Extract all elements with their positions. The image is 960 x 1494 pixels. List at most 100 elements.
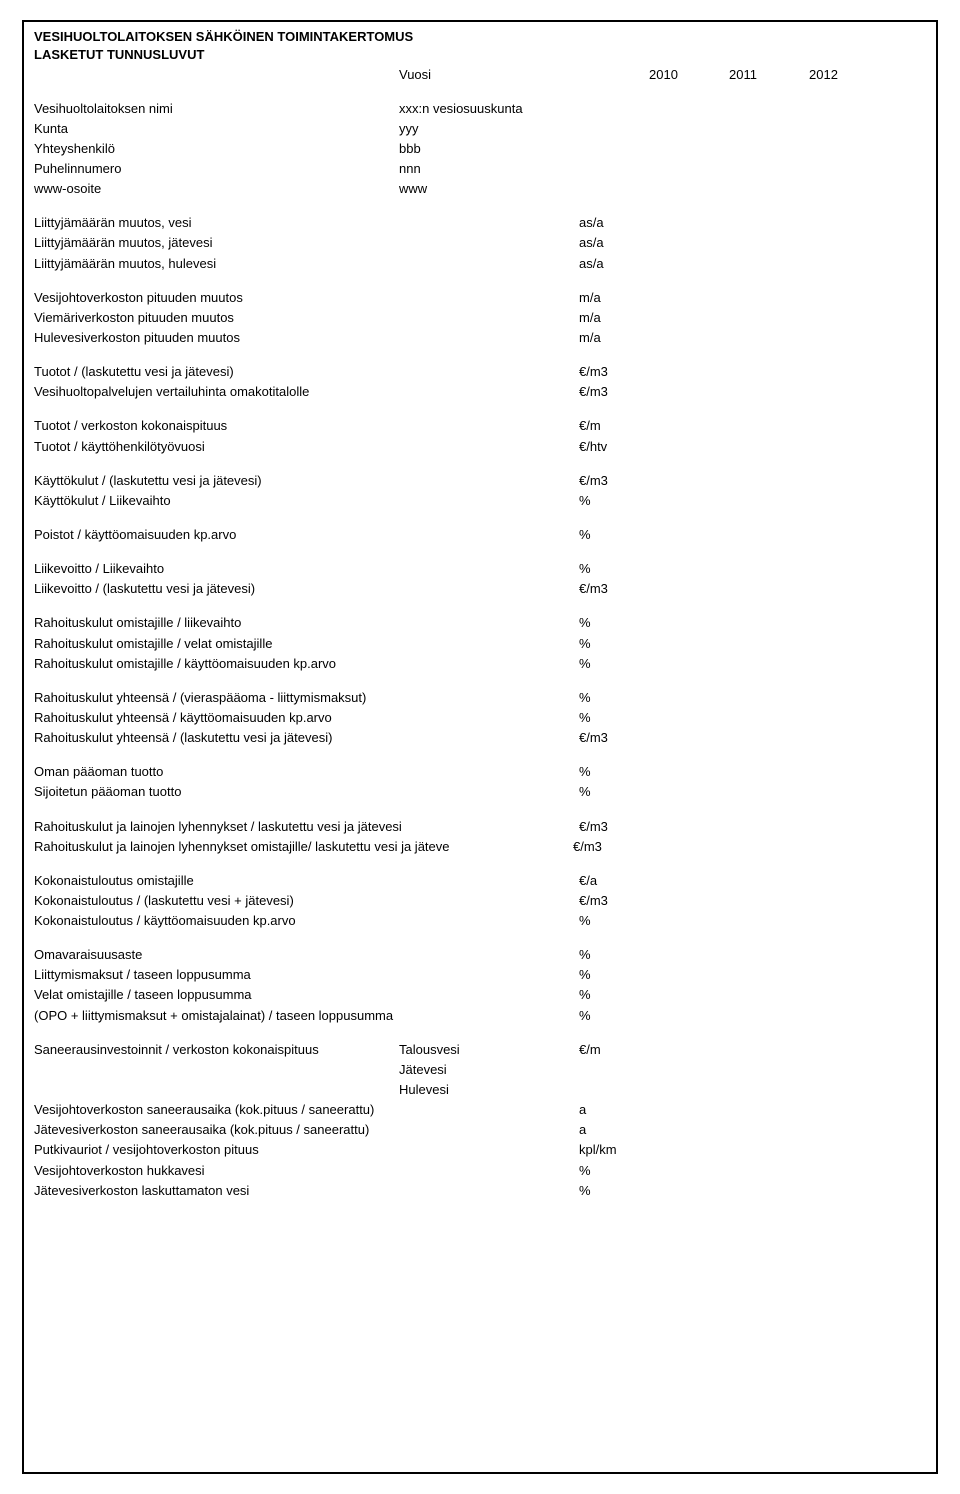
metric-unit: % <box>579 613 649 633</box>
group-gap <box>34 511 926 525</box>
title-line2: LASKETUT TUNNUSLUVUT <box>34 46 926 64</box>
tail-row: Vesijohtoverkoston saneerausaika (kok.pi… <box>34 1100 926 1120</box>
metric-unit: €/m3 <box>579 382 649 402</box>
group-gap <box>34 857 926 871</box>
year-label: Vuosi <box>399 66 579 84</box>
metric-row: Liittymismaksut / taseen loppusumma% <box>34 965 926 985</box>
col-year-2010: 2010 <box>649 66 729 84</box>
metric-row: Tuotot / (laskutettu vesi ja jätevesi)€/… <box>34 362 926 382</box>
metric-unit: as/a <box>579 254 649 274</box>
saneeraus-sub-talousvesi: Talousvesi <box>399 1040 579 1060</box>
tail-label: Putkivauriot / vesijohtoverkoston pituus <box>34 1140 579 1160</box>
metric-row: Omavaraisuusaste% <box>34 945 926 965</box>
tail-unit: a <box>579 1120 649 1140</box>
metric-unit: % <box>579 762 649 782</box>
metric-row: Liikevoitto / (laskutettu vesi ja jäteve… <box>34 579 926 599</box>
group-gap <box>34 748 926 762</box>
metric-label: (OPO + liittymismaksut + omistajalainat)… <box>34 1006 399 1026</box>
tail-label: Vesijohtoverkoston hukkavesi <box>34 1161 579 1181</box>
metric-label: Rahoituskulut yhteensä / (laskutettu ves… <box>34 728 399 748</box>
group-gap <box>34 803 926 817</box>
metric-unit: €/m3 <box>579 728 649 748</box>
group-gap <box>34 1026 926 1040</box>
info-label: www-osoite <box>34 179 399 199</box>
info-value: yyy <box>399 119 579 139</box>
metric-label: Käyttökulut / Liikevaihto <box>34 491 399 511</box>
info-block: Vesihuoltolaitoksen nimixxx:n vesiosuusk… <box>34 99 926 200</box>
tail-unit: a <box>579 1100 649 1120</box>
tail-block: Vesijohtoverkoston saneerausaika (kok.pi… <box>34 1100 926 1201</box>
col-year-2012: 2012 <box>809 66 889 84</box>
tail-label: Jätevesiverkoston saneerausaika (kok.pit… <box>34 1120 579 1140</box>
group-gap <box>34 199 926 213</box>
metric-row: Rahoituskulut omistajille / velat omista… <box>34 634 926 654</box>
metric-label: Käyttökulut / (laskutettu vesi ja jäteve… <box>34 471 399 491</box>
metric-row: Poistot / käyttöomaisuuden kp.arvo% <box>34 525 926 545</box>
metric-row: Liittyjämäärän muutos, jätevesias/a <box>34 233 926 253</box>
info-row: Kuntayyy <box>34 119 926 139</box>
metric-label: Hulevesiverkoston pituuden muutos <box>34 328 399 348</box>
info-label: Kunta <box>34 119 399 139</box>
metric-label: Liittyjämäärän muutos, jätevesi <box>34 233 399 253</box>
page: VESIHUOLTOLAITOKSEN SÄHKÖINEN TOIMINTAKE… <box>0 0 960 1494</box>
tail-unit: % <box>579 1181 649 1201</box>
group-gap <box>34 674 926 688</box>
metric-label: Rahoituskulut omistajille / käyttöomaisu… <box>34 654 399 674</box>
metric-unit: % <box>579 491 649 511</box>
metric-row: Rahoituskulut omistajille / liikevaihto% <box>34 613 926 633</box>
metric-label: Rahoituskulut ja lainojen lyhennykset / … <box>34 817 579 837</box>
tail-row: Putkivauriot / vesijohtoverkoston pituus… <box>34 1140 926 1160</box>
metrics-block: Liittyjämäärän muutos, vesias/aLiittyjäm… <box>34 199 926 1040</box>
metric-row: Liikevoitto / Liikevaihto% <box>34 559 926 579</box>
metric-row: Rahoituskulut omistajille / käyttöomaisu… <box>34 654 926 674</box>
info-value: nnn <box>399 159 579 179</box>
group-gap <box>34 274 926 288</box>
metric-unit: % <box>579 782 649 802</box>
saneeraus-sub-row-jatevesi: Jätevesi <box>34 1060 926 1080</box>
metric-unit: % <box>579 911 649 931</box>
metric-row: Rahoituskulut yhteensä / (laskutettu ves… <box>34 728 926 748</box>
metric-unit: % <box>579 945 649 965</box>
metric-row: Viemäriverkoston pituuden muutosm/a <box>34 308 926 328</box>
group-gap <box>34 457 926 471</box>
metric-row: Kokonaistuloutus / käyttöomaisuuden kp.a… <box>34 911 926 931</box>
metric-label: Tuotot / (laskutettu vesi ja jätevesi) <box>34 362 399 382</box>
metric-label: Liikevoitto / Liikevaihto <box>34 559 399 579</box>
metric-row: Liittyjämäärän muutos, vesi as/a <box>34 213 926 233</box>
metric-unit: % <box>579 654 649 674</box>
group-gap <box>34 931 926 945</box>
metric-unit: % <box>579 965 649 985</box>
metric-unit: €/m3 <box>579 817 649 837</box>
metric-label: Liittymismaksut / taseen loppusumma <box>34 965 399 985</box>
metric-unit: as/a <box>579 213 649 233</box>
info-value: www <box>399 179 579 199</box>
metric-row: Hulevesiverkoston pituuden muutos m/a <box>34 328 926 348</box>
metric-label: Kokonaistuloutus omistajille <box>34 871 399 891</box>
metric-unit: % <box>579 708 649 728</box>
metric-unit: % <box>579 634 649 654</box>
metric-label: Velat omistajille / taseen loppusumma <box>34 985 399 1005</box>
metric-unit: % <box>579 559 649 579</box>
metric-unit: m/a <box>579 328 649 348</box>
tail-row: Jätevesiverkoston laskuttamaton vesi% <box>34 1181 926 1201</box>
metric-label: Rahoituskulut ja lainojen lyhennykset om… <box>34 837 579 857</box>
metric-row: Sijoitetun pääoman tuotto% <box>34 782 926 802</box>
saneeraus-row: Saneerausinvestoinnit / verkoston kokona… <box>34 1040 926 1060</box>
metric-label: Tuotot / verkoston kokonaispituus <box>34 416 399 436</box>
metric-row: Kokonaistuloutus / (laskutettu vesi + jä… <box>34 891 926 911</box>
metric-row: Rahoituskulut yhteensä / (vieraspääoma -… <box>34 688 926 708</box>
saneeraus-unit: €/m <box>579 1040 649 1060</box>
metric-label: Liittyjämäärän muutos, vesi <box>34 213 399 233</box>
metric-row: (OPO + liittymismaksut + omistajalainat)… <box>34 1006 926 1026</box>
metric-unit: % <box>579 525 649 545</box>
metric-label: Rahoituskulut omistajille / velat omista… <box>34 634 399 654</box>
metric-unit: €/m <box>579 416 649 436</box>
info-row: Vesihuoltolaitoksen nimixxx:n vesiosuusk… <box>34 99 926 119</box>
metric-label: Kokonaistuloutus / käyttöomaisuuden kp.a… <box>34 911 399 931</box>
document-frame: VESIHUOLTOLAITOKSEN SÄHKÖINEN TOIMINTAKE… <box>22 20 938 1474</box>
tail-label: Jätevesiverkoston laskuttamaton vesi <box>34 1181 579 1201</box>
tail-unit: % <box>579 1161 649 1181</box>
info-value: xxx:n vesiosuuskunta <box>399 99 579 119</box>
metric-label: Vesihuoltopalvelujen vertailuhinta omako… <box>34 382 399 402</box>
saneeraus-label: Saneerausinvestoinnit / verkoston kokona… <box>34 1040 399 1060</box>
